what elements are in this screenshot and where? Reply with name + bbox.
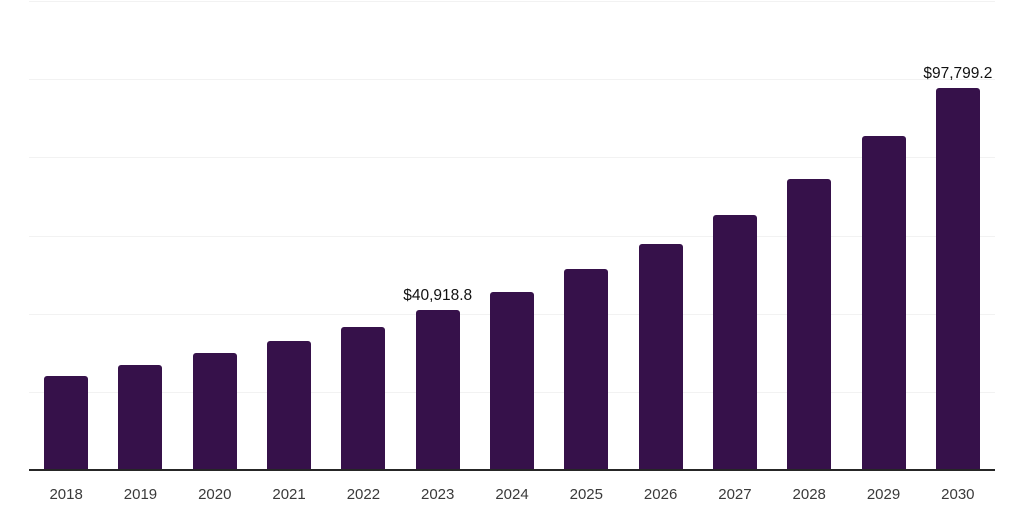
x-tick-2023: 2023 xyxy=(421,486,455,503)
bar-2023 xyxy=(415,310,460,470)
gridline xyxy=(29,157,995,159)
x-tick-2026: 2026 xyxy=(643,486,678,503)
bar-2030 xyxy=(935,87,980,470)
data-label-2030: $97,799.2 xyxy=(923,64,993,82)
bar-2025 xyxy=(564,269,609,470)
bar-2018 xyxy=(44,375,89,470)
gridline xyxy=(29,79,995,81)
data-label-2023: $40,918.8 xyxy=(403,287,473,305)
bar-2021 xyxy=(267,341,312,470)
x-tick-2028: 2028 xyxy=(792,486,826,503)
x-tick-2022: 2022 xyxy=(346,486,381,503)
x-tick-2018: 2018 xyxy=(49,486,83,503)
gridline xyxy=(29,1,995,2)
x-tick-2021: 2021 xyxy=(272,486,306,503)
bar-2028 xyxy=(787,179,832,470)
x-tick-2020: 2020 xyxy=(198,486,232,503)
x-tick-2029: 2029 xyxy=(866,486,901,503)
bar-2029 xyxy=(861,135,906,470)
bar-2020 xyxy=(192,353,237,470)
bar-2019 xyxy=(118,364,163,470)
bar-2022 xyxy=(341,327,386,470)
x-tick-2027: 2027 xyxy=(718,486,752,503)
bar-2027 xyxy=(712,214,757,470)
x-tick-2025: 2025 xyxy=(569,486,603,503)
bar-2026 xyxy=(638,244,683,470)
bar-2024 xyxy=(490,291,534,470)
x-tick-2019: 2019 xyxy=(123,486,158,503)
gridline xyxy=(29,235,995,237)
x-axis-line xyxy=(29,469,995,471)
x-tick-2024: 2024 xyxy=(495,486,529,503)
x-tick-2030: 2030 xyxy=(941,486,975,503)
